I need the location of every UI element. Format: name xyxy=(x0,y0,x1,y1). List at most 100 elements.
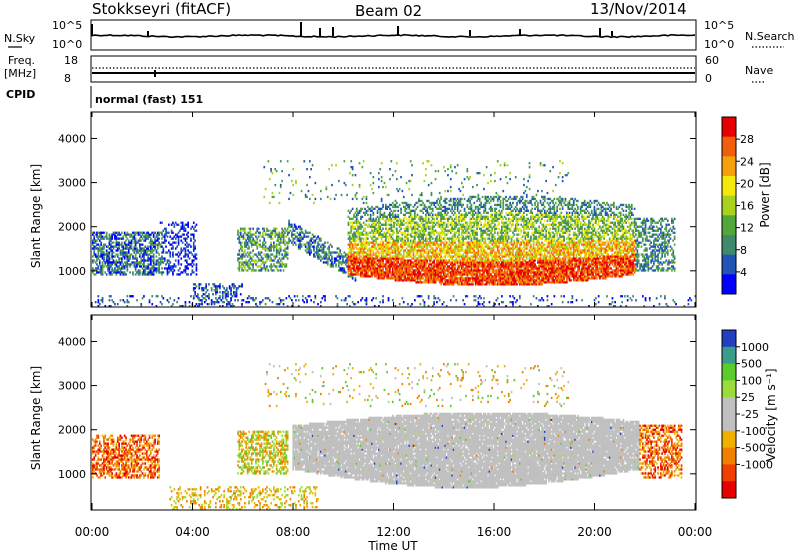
power-cell xyxy=(422,223,424,226)
power-cell xyxy=(420,259,423,262)
power-cell xyxy=(300,243,303,246)
power-cell xyxy=(271,301,274,304)
power-cell xyxy=(393,231,395,234)
power-cell xyxy=(480,283,482,286)
power-cell xyxy=(438,277,441,280)
power-cell xyxy=(143,269,145,272)
power-cell xyxy=(449,247,452,250)
power-cell xyxy=(181,241,184,244)
power-cell xyxy=(393,271,395,274)
power-cell xyxy=(436,235,438,238)
power-cell xyxy=(116,267,119,270)
power-cell xyxy=(353,213,355,216)
power-cell xyxy=(449,249,452,252)
power-cell xyxy=(419,215,422,218)
power-cell xyxy=(361,269,364,272)
power-cell xyxy=(379,301,382,304)
power-cell xyxy=(480,231,482,234)
power-cell xyxy=(473,209,476,212)
power-cell xyxy=(418,235,420,238)
power-cell xyxy=(238,239,241,242)
power-cell xyxy=(451,259,453,262)
power-cell xyxy=(423,263,426,266)
power-cell xyxy=(414,225,416,228)
power-cell xyxy=(433,261,435,264)
power-cell xyxy=(299,247,301,250)
power-cell xyxy=(476,233,478,236)
power-cell xyxy=(436,231,438,234)
power-cell xyxy=(423,261,426,264)
power-cell xyxy=(481,279,484,282)
power-cell xyxy=(129,253,131,256)
power-cell xyxy=(349,239,351,242)
power-cell xyxy=(400,227,402,230)
power-cell xyxy=(456,237,459,240)
power-cell xyxy=(256,265,259,268)
power-cell xyxy=(144,233,147,236)
power-cell xyxy=(347,237,350,240)
power-cell xyxy=(365,251,368,254)
power-cell xyxy=(101,231,104,234)
power-cell xyxy=(190,239,192,242)
power-cell xyxy=(255,235,257,238)
power-cell xyxy=(331,245,333,248)
power-cell xyxy=(93,251,96,254)
power-cell xyxy=(324,261,326,264)
power-cell xyxy=(358,221,361,224)
power-cell xyxy=(449,166,452,169)
power-cell xyxy=(100,299,102,302)
power-cell xyxy=(440,235,442,238)
power-cell xyxy=(430,193,433,197)
power-cell xyxy=(324,257,326,260)
power-cell xyxy=(407,241,409,244)
freq-label-1: Freq. xyxy=(8,54,35,67)
power-cell xyxy=(451,237,453,240)
power-cell xyxy=(93,247,96,250)
power-cell xyxy=(328,247,330,250)
power-cell xyxy=(115,261,118,264)
power-cell xyxy=(466,273,469,276)
power-cell xyxy=(466,269,469,272)
power-cell xyxy=(358,263,361,266)
power-cell xyxy=(372,221,375,224)
power-cell xyxy=(116,231,119,234)
power-cell xyxy=(459,235,462,238)
power-cell xyxy=(129,233,131,236)
power-cell xyxy=(195,223,198,226)
power-cell xyxy=(414,265,416,268)
power-cell xyxy=(407,261,409,264)
power-cell xyxy=(470,271,473,274)
power-cell xyxy=(296,239,299,242)
power-cell xyxy=(420,191,423,195)
power-cell xyxy=(422,162,424,165)
power-cell xyxy=(244,249,246,252)
power-cell xyxy=(313,235,315,238)
power-cell xyxy=(238,249,241,252)
power-cell xyxy=(405,267,408,270)
power-cell xyxy=(226,299,228,302)
power-cell xyxy=(259,251,261,254)
power-cell xyxy=(116,249,119,252)
power-cell xyxy=(389,257,391,260)
power-cell xyxy=(260,267,263,270)
power-cell xyxy=(263,265,266,268)
power-cell xyxy=(387,239,390,242)
power-cell xyxy=(441,281,444,284)
power-cell xyxy=(455,243,458,246)
power-cell xyxy=(430,267,433,270)
power-cell xyxy=(371,261,373,264)
power-cell xyxy=(383,219,386,222)
power-cell xyxy=(483,277,485,280)
power-cell xyxy=(166,271,169,274)
power-cell xyxy=(405,251,408,254)
power-cell xyxy=(215,301,217,304)
power-cell xyxy=(458,257,460,260)
power-cell xyxy=(398,237,401,240)
power-cell xyxy=(437,255,440,258)
power-cell xyxy=(361,297,364,300)
power-cell xyxy=(441,241,444,244)
power-cell xyxy=(306,241,308,244)
power-cell xyxy=(430,273,433,276)
power-cell xyxy=(419,241,422,244)
power-cell xyxy=(448,281,451,284)
